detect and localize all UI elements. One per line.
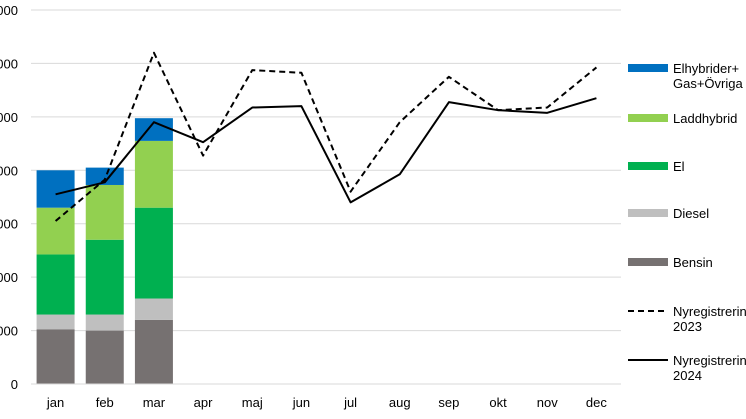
legend-label: 2023 xyxy=(673,319,702,334)
x-tick-label-apr: apr xyxy=(194,395,213,410)
y-tick-label: 000 xyxy=(0,270,18,285)
x-tick-label-mar: mar xyxy=(143,395,166,410)
legend-item-4: Bensin xyxy=(628,255,713,270)
y-tick-label: 0 xyxy=(11,377,18,392)
x-tick-label-feb: feb xyxy=(96,395,114,410)
x-tick-label-aug: aug xyxy=(389,395,411,410)
legend-label: Elhybrider+ xyxy=(673,61,739,76)
stacked-bars xyxy=(36,118,173,384)
bar-segment-bensin-jan xyxy=(36,329,75,384)
legend-label: Nyregistrering xyxy=(673,304,746,319)
legend-swatch xyxy=(628,162,668,170)
y-tick-label: 000 xyxy=(0,163,18,178)
bar-segment-laddhybrid-mar xyxy=(134,140,173,208)
bar-segment-el-feb xyxy=(85,239,124,315)
y-tick-label: 000 xyxy=(0,324,18,339)
bar-segment-laddhybrid-jan xyxy=(36,207,75,255)
legend-swatch xyxy=(628,114,668,122)
legend: Elhybrider+Gas+Övriga Laddhybrid El Diesel B… xyxy=(628,61,746,383)
legend-label: Diesel xyxy=(673,206,709,221)
bar-segment-bensin-mar xyxy=(134,319,173,384)
bar-segment-bensin-feb xyxy=(85,330,124,384)
legend-label: Gas+Övriga xyxy=(673,76,743,91)
bar-segment-laddhybrid-feb xyxy=(85,184,124,240)
x-tick-label-jul: jul xyxy=(343,395,357,410)
legend-item-3: Diesel xyxy=(628,206,709,221)
legend-item-0: Elhybrider+Gas+Övriga xyxy=(628,61,743,91)
legend-swatch xyxy=(628,64,668,72)
x-tick-label-dec: dec xyxy=(586,395,607,410)
legend-swatch xyxy=(628,258,668,266)
x-tick-label-jan: jan xyxy=(46,395,64,410)
bar-segment-el-mar xyxy=(134,207,173,299)
bar-segment-diesel-feb xyxy=(85,314,124,331)
x-tick-label-maj: maj xyxy=(242,395,263,410)
y-tick-label: 000 xyxy=(0,110,18,125)
bar-segment-elhybrider-gas-vriga-jan xyxy=(36,170,75,208)
x-tick-label-okt: okt xyxy=(489,395,507,410)
x-tick-label-jun: jun xyxy=(292,395,310,410)
y-tick-label: 000 xyxy=(0,217,18,232)
line-series xyxy=(54,51,598,222)
x-axis: jan feb mar apr maj jun jul aug sep okt nov dec xyxy=(31,383,621,410)
legend-label: El xyxy=(673,159,685,174)
bar-segment-diesel-jan xyxy=(36,314,75,330)
legend-item-2: El xyxy=(628,159,685,174)
bar-segment-el-jan xyxy=(36,254,75,315)
y-tick-label: 000 xyxy=(0,3,18,18)
y-axis-tick-labels: 0000000000000000000000 xyxy=(0,3,18,392)
legend-label: 2024 xyxy=(673,368,702,383)
bar-segment-diesel-mar xyxy=(134,298,173,320)
x-tick-label-nov: nov xyxy=(537,395,558,410)
line-nyregistrering-2024 xyxy=(55,97,597,204)
legend-swatch xyxy=(628,209,668,217)
legend-label: Nyregistrering xyxy=(673,353,746,368)
legend-label: Laddhybrid xyxy=(673,111,737,126)
legend-label: Bensin xyxy=(673,255,713,270)
x-tick-label-sep: sep xyxy=(438,395,459,410)
y-tick-label: 000 xyxy=(0,56,18,71)
legend-item-1: Laddhybrid xyxy=(628,111,737,126)
